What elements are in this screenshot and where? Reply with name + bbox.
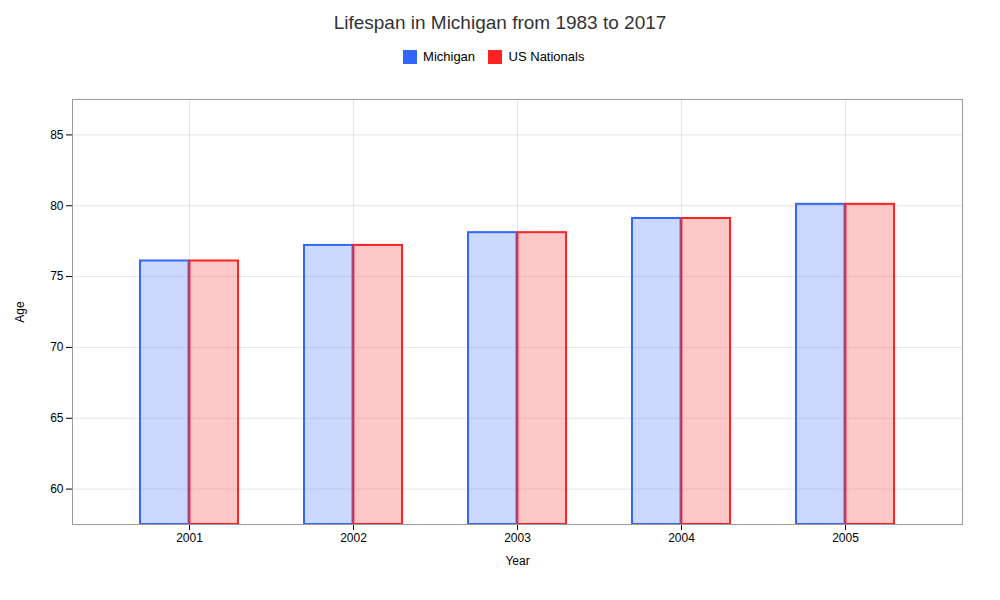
svg-text:2004: 2004 [668,531,695,545]
svg-text:85: 85 [50,127,64,141]
html-text:Michigan: Michigan [423,49,476,64]
svg-text:Age: Age [13,301,27,323]
svg-text:60: 60 [50,481,64,495]
svg-text:Year: Year [505,553,529,567]
html-text:US Nationals: US Nationals [508,49,585,64]
svg-text:65: 65 [50,411,64,425]
svg-text:2002: 2002 [340,531,367,545]
svg-text:2005: 2005 [832,531,859,545]
svg-text:75: 75 [50,269,64,283]
html-text:Lifespan in Michigan from 1983: Lifespan in Michigan from 1983 to 2017 [333,12,667,33]
svg-text:2001: 2001 [176,531,203,545]
svg-text:2003: 2003 [504,531,531,545]
svg-text:70: 70 [50,340,64,354]
svg-text:80: 80 [50,198,64,212]
